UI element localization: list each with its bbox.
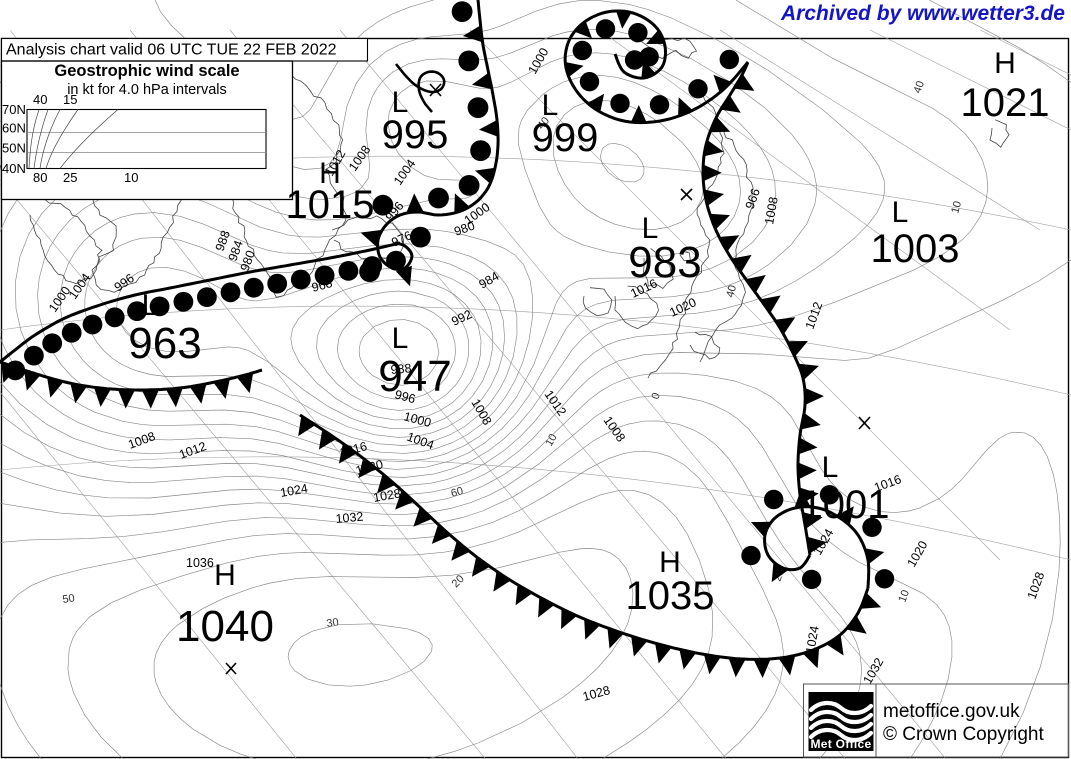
svg-text:30: 30 [326,616,340,630]
svg-text:Analysis chart valid 06 UTC T: Analysis chart valid 06 UTC TUE 22 FEB 2… [6,42,337,59]
svg-text:80: 80 [33,170,47,185]
svg-text:1021: 1021 [961,81,1050,125]
svg-text:15: 15 [63,92,77,107]
svg-text:999: 999 [532,116,599,160]
svg-text:50N: 50N [2,141,26,156]
svg-text:Geostrophic wind scale: Geostrophic wind scale [54,62,239,80]
svg-text:1032: 1032 [335,510,364,526]
svg-text:70N: 70N [2,102,26,117]
svg-text:995: 995 [382,113,449,157]
svg-text:L: L [392,322,409,355]
svg-text:1003: 1003 [871,227,960,271]
svg-text:25: 25 [63,170,77,185]
svg-text:metoffice.gov.uk: metoffice.gov.uk [883,701,1020,722]
svg-text:10: 10 [124,170,138,185]
svg-text:in kt for 4.0 hPa intervals: in kt for 4.0 hPa intervals [67,82,227,98]
svg-text:L: L [142,289,159,322]
svg-text:© Crown Copyright: © Crown Copyright [883,724,1044,745]
svg-text:983: 983 [628,238,701,287]
svg-text:1036: 1036 [186,556,214,570]
svg-text:60N: 60N [2,121,26,136]
svg-text:H: H [994,47,1016,80]
svg-text:1040: 1040 [176,602,274,651]
svg-text:40: 40 [33,92,47,107]
svg-text:Met Office: Met Office [810,737,871,751]
svg-text:L: L [892,196,909,229]
svg-text:1035: 1035 [626,574,715,618]
svg-text:50: 50 [62,592,76,606]
svg-text:40N: 40N [2,161,26,176]
svg-text:Archived by www.wetter3.de: Archived by www.wetter3.de [780,2,1065,25]
svg-text:963: 963 [128,319,201,368]
svg-text:H: H [214,559,236,592]
svg-text:L: L [822,451,839,484]
svg-text:947: 947 [378,352,451,401]
svg-text:1015: 1015 [286,183,375,227]
svg-text:1001: 1001 [801,483,890,527]
